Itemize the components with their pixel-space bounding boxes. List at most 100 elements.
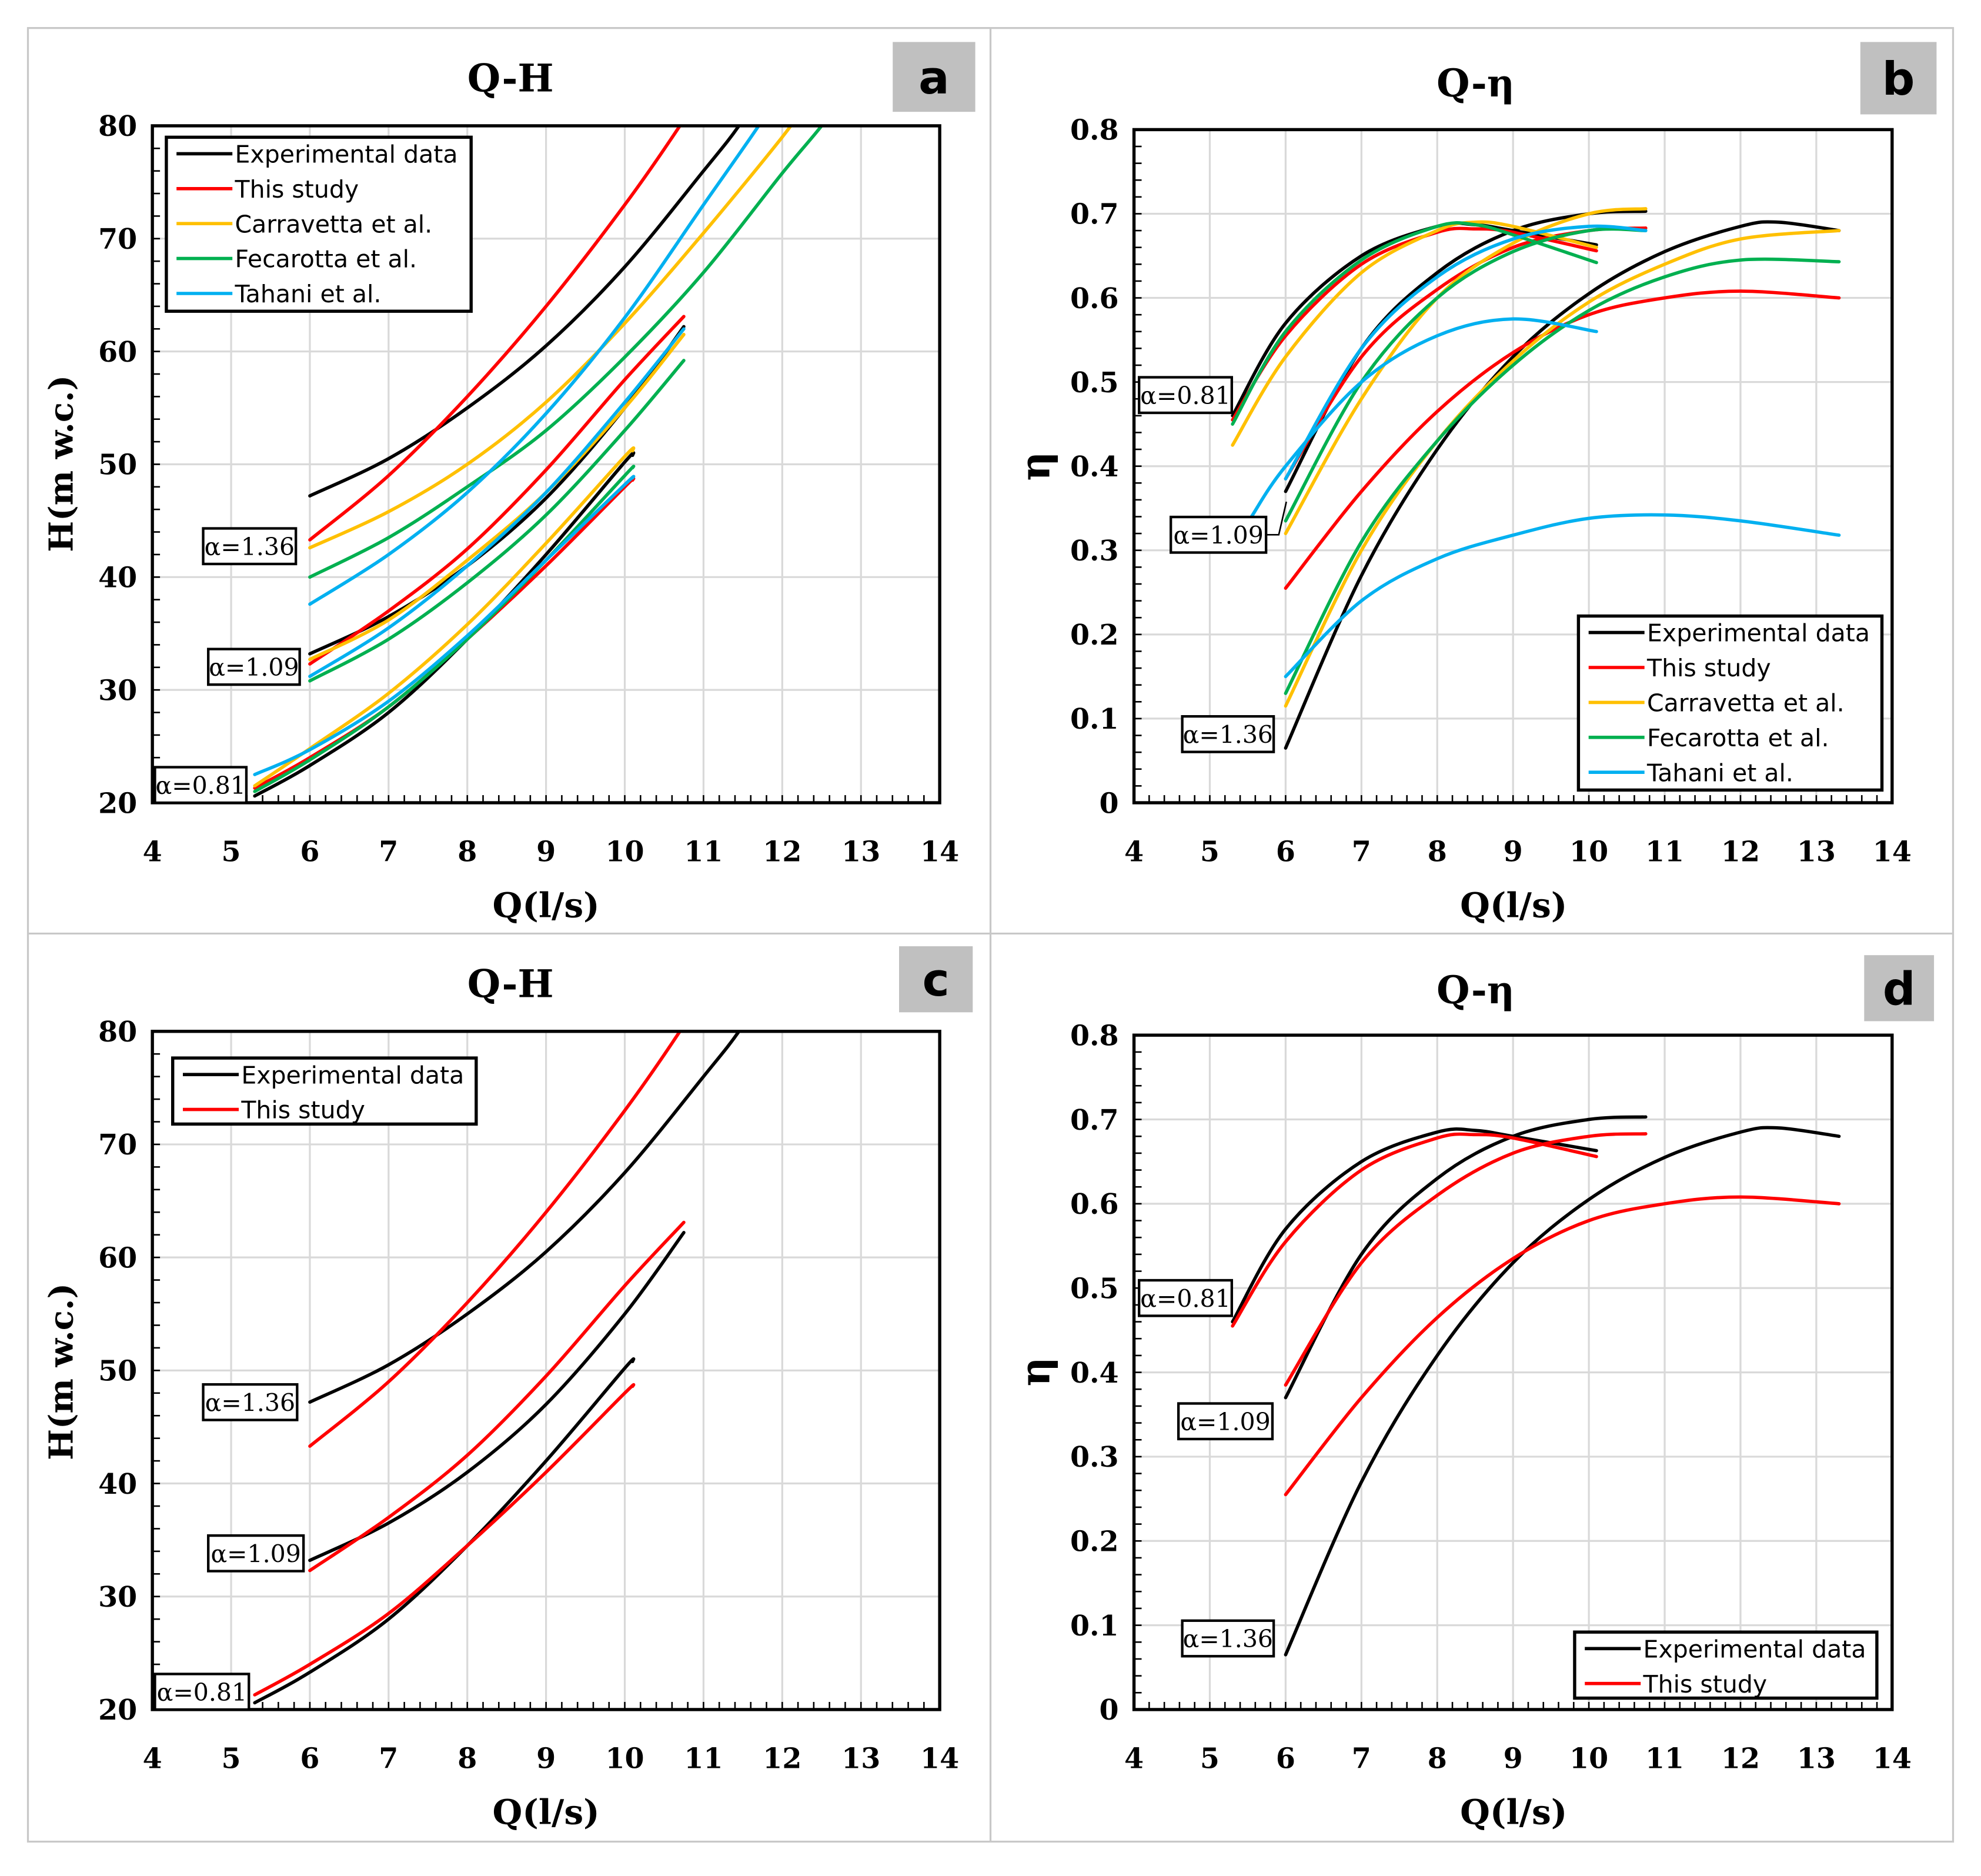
annotation-box xyxy=(1138,1279,1233,1317)
x-tick-label: 12 xyxy=(1721,835,1760,868)
x-tick-label: 10 xyxy=(1569,1742,1608,1775)
annotation-alpha-label: α=1.36 xyxy=(1183,720,1273,749)
y-tick-label: 40 xyxy=(98,562,137,595)
y-tick-label: 60 xyxy=(98,336,137,369)
x-tick-label: 11 xyxy=(684,1742,723,1775)
x-tick-label: 5 xyxy=(1200,1742,1220,1775)
y-tick-label: 20 xyxy=(98,787,137,820)
panel-label: a xyxy=(918,52,949,105)
curve-fecarotta-et-al-alpha-1.36 xyxy=(1284,257,1841,695)
curve-this-study-alpha-1.36 xyxy=(1284,1195,1841,1497)
x-tick-label: 9 xyxy=(536,835,556,868)
chart-title: Q-η xyxy=(1437,968,1515,1013)
annotation-box xyxy=(202,527,298,566)
legend-label: Carravetta et al. xyxy=(235,210,433,238)
legend-label: This study xyxy=(1646,654,1771,682)
curve-carravetta-et-al-alpha-1.09 xyxy=(308,333,686,662)
annotation-alpha-label: α=0.81 xyxy=(157,1678,247,1707)
x-tick-label: 7 xyxy=(379,835,398,868)
annotation-alpha-label: α=1.09 xyxy=(209,653,299,682)
x-axis-label: Q(l/s) xyxy=(493,1791,600,1832)
annotation-box xyxy=(1138,376,1233,415)
chart-panel-d: Q-η d 4 5 6 7 8 9 10 11 12 13 14 0 0.1 0.2 0.3 0.4 0.5 0.6 0… xyxy=(1011,955,1935,1832)
y-tick-label: 70 xyxy=(98,223,137,256)
y-tick-label: 0.1 xyxy=(1070,703,1119,736)
x-tick-label: 5 xyxy=(222,835,241,868)
y-tick-label: 0.7 xyxy=(1070,198,1119,231)
annotation-alpha-label: α=1.36 xyxy=(1183,1625,1273,1653)
y-tick-label: 80 xyxy=(98,110,137,143)
chart-title: Q-H xyxy=(467,962,554,1006)
x-tick-label: 10 xyxy=(605,835,644,868)
chart-panel-b: Q-η b 4 5 6 7 8 9 10 11 12 13 14 0 0.1 0.2 0.3 0.4 0.5 0.6 0… xyxy=(1011,42,1937,925)
curve-this-study-alpha-1.36 xyxy=(308,1031,682,1448)
x-tick-label: 6 xyxy=(1276,1742,1295,1775)
x-tick-label: 7 xyxy=(1352,835,1371,868)
annotation-box xyxy=(153,1673,250,1711)
annotation-box xyxy=(202,1383,299,1421)
x-tick-label: 10 xyxy=(1569,835,1608,868)
y-tick-label: 50 xyxy=(98,449,137,482)
curve-experimental-data-alpha-1.36 xyxy=(1284,220,1841,750)
legend-label: Tahani et al. xyxy=(1646,759,1793,787)
x-tick-label: 11 xyxy=(684,835,723,868)
legend-box xyxy=(1573,1630,1879,1700)
x-tick-label: 11 xyxy=(1645,835,1684,868)
y-tick-label: 0.8 xyxy=(1070,114,1119,147)
annotation-alpha-label: α=1.09 xyxy=(1180,1408,1270,1436)
y-tick-label: 0.8 xyxy=(1070,1019,1119,1052)
x-tick-label: 12 xyxy=(1721,1742,1760,1775)
x-tick-label: 14 xyxy=(1873,1742,1912,1775)
y-tick-label: 0.3 xyxy=(1070,1441,1119,1474)
chart-title: Q-H xyxy=(467,56,554,101)
x-tick-label: 6 xyxy=(1276,835,1295,868)
curves xyxy=(253,125,824,798)
legend-label: Tahani et al. xyxy=(235,280,382,308)
curve-this-study-alpha-1.09 xyxy=(308,315,686,666)
curve-carravetta-et-al-alpha-1.36 xyxy=(1284,229,1841,708)
y-tick-label: 0.4 xyxy=(1070,1357,1119,1390)
panel-label: c xyxy=(923,954,950,1007)
annotation-alpha-label: α=0.81 xyxy=(156,772,246,800)
chart-title: Q-η xyxy=(1437,61,1515,106)
x-tick-label: 13 xyxy=(1797,835,1836,868)
curve-fecarotta-et-al-alpha-1.09 xyxy=(1284,227,1648,523)
curve-fecarotta-et-al-alpha-1.09 xyxy=(308,359,686,683)
x-axis-label: Q(l/s) xyxy=(1460,1791,1567,1832)
curve-experimental-data-alpha-1.09 xyxy=(308,1231,686,1563)
curves xyxy=(253,1031,741,1705)
panel-label-box xyxy=(1864,955,1935,1022)
curve-tahani-et-al-alpha-1.36 xyxy=(308,125,761,606)
y-tick-label: 0.7 xyxy=(1070,1104,1119,1137)
annotation-box xyxy=(1170,515,1268,554)
x-tick-label: 11 xyxy=(1645,1742,1684,1775)
x-tick-label: 13 xyxy=(841,835,880,868)
x-tick-label: 5 xyxy=(1200,835,1220,868)
curve-this-study-alpha-1.36 xyxy=(308,125,682,542)
legend-label: Experimental data xyxy=(235,141,458,169)
panel-label-box xyxy=(1860,42,1937,115)
y-tick-label: 0.1 xyxy=(1070,1610,1119,1643)
annotation-box xyxy=(207,1534,305,1573)
x-tick-label: 9 xyxy=(1504,1742,1523,1775)
legend-label: This study xyxy=(240,1096,365,1124)
x-tick-label: 4 xyxy=(1124,1742,1144,1775)
curve-this-study-alpha-1.09 xyxy=(308,1220,686,1573)
annotation-box xyxy=(207,647,301,686)
y-axis-label: H(m w.c.) xyxy=(42,1283,81,1460)
annotation-alpha-label: α=0.81 xyxy=(1140,382,1230,410)
x-tick-label: 13 xyxy=(841,1742,880,1775)
y-tick-label: 30 xyxy=(98,674,137,707)
x-tick-label: 14 xyxy=(920,835,959,868)
x-tick-label: 9 xyxy=(536,1742,556,1775)
x-tick-label: 12 xyxy=(763,835,801,868)
curve-fecarotta-et-al-alpha-0.81 xyxy=(1231,221,1598,426)
x-axis-label: Q(l/s) xyxy=(493,884,600,925)
y-tick-label: 0 xyxy=(1100,787,1119,820)
legend: Experimental data This study Carravetta et… xyxy=(1576,614,1884,792)
legend-label: Carravetta et al. xyxy=(1647,689,1845,717)
y-tick-label: 60 xyxy=(98,1241,137,1274)
curves xyxy=(1231,1115,1841,1657)
curve-experimental-data-alpha-1.36 xyxy=(1284,1126,1841,1657)
